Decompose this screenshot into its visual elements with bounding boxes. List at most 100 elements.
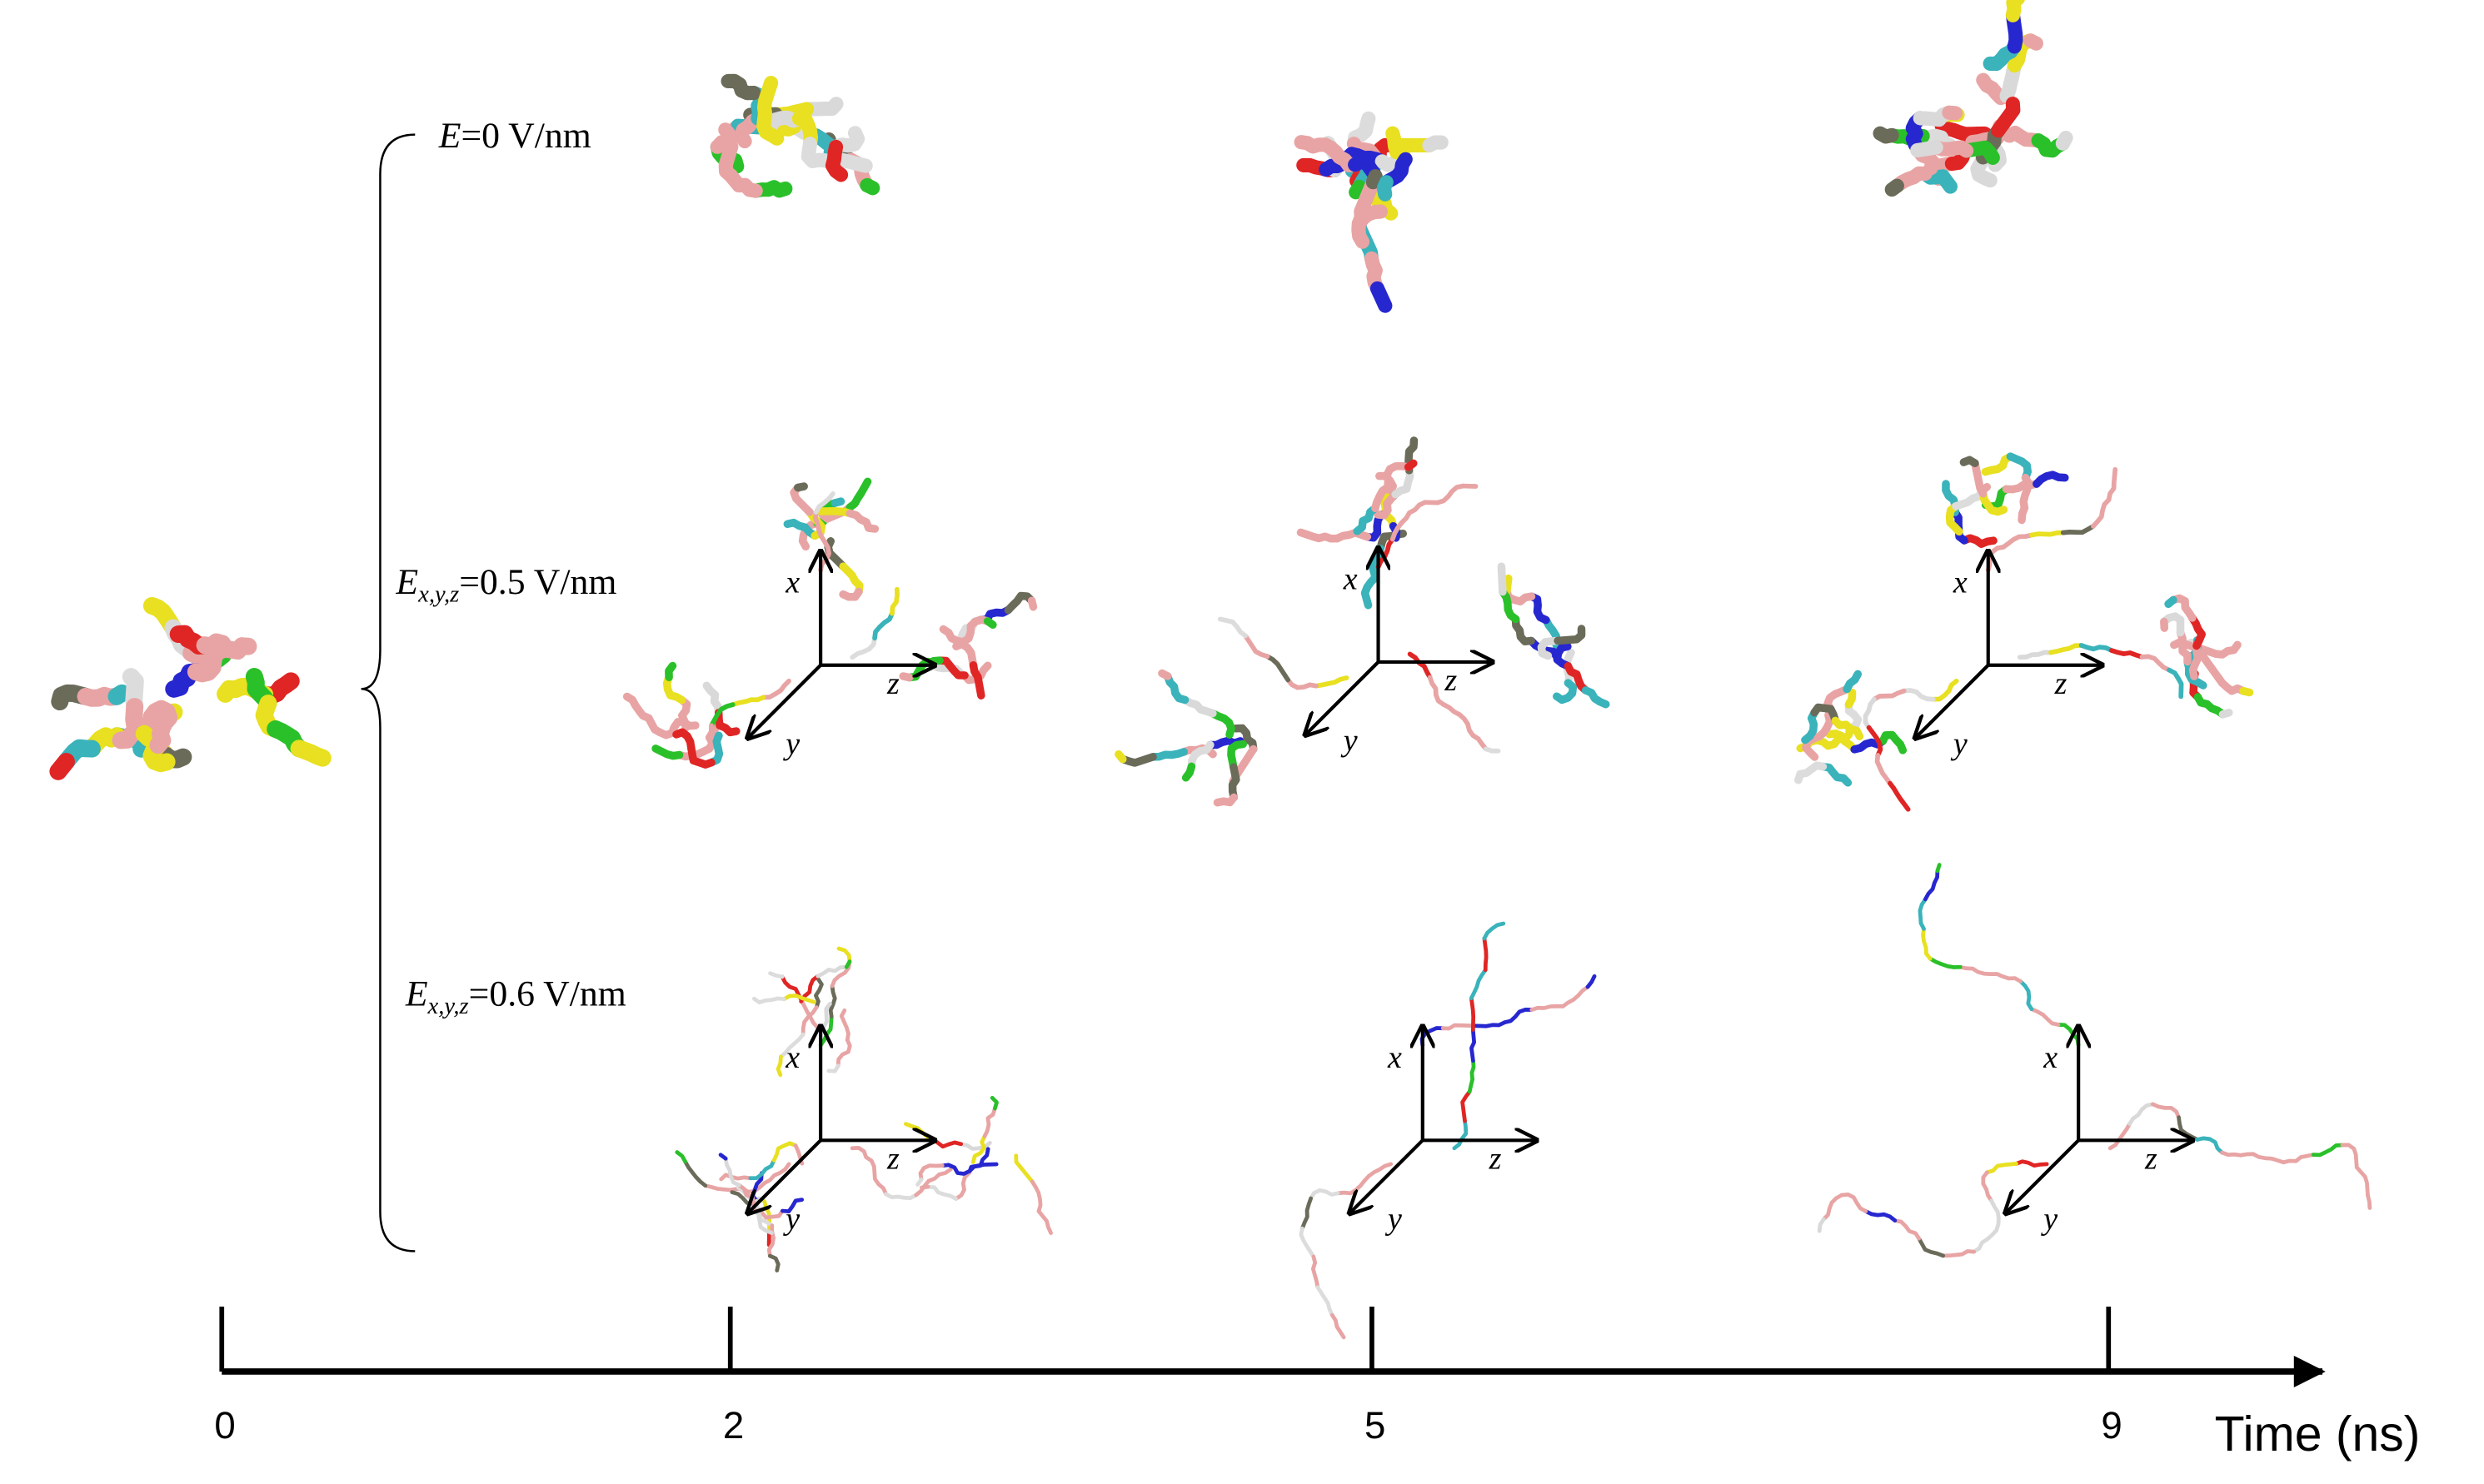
- ribbon-segment: [1581, 686, 1610, 709]
- ribbon-segment: [1469, 996, 1476, 1032]
- ribbon-segment: [1309, 1188, 1340, 1201]
- ribbon-segment: [1360, 573, 1379, 610]
- ribbon-segment: [1988, 972, 2023, 984]
- ribbon-segment: [1363, 510, 1385, 542]
- ribbon-segment: [142, 700, 178, 727]
- ribbon-segment: [1482, 921, 1506, 941]
- ribbon-segment: [1871, 688, 1907, 702]
- field-symbol: E: [405, 974, 428, 1014]
- ribbon-segment: [1187, 740, 1215, 771]
- ribbon-segment: [935, 656, 969, 680]
- ribbon-segment: [1497, 562, 1507, 596]
- ribbon-segment: [622, 692, 653, 723]
- ribbon-segment: [687, 744, 716, 769]
- ribbon-segment: [2029, 530, 2066, 538]
- ribbon-segment: [709, 702, 736, 729]
- ribbon-segment: [2055, 130, 2073, 151]
- ribbon-segment: [1314, 675, 1349, 689]
- ribbon-segment: [1863, 1209, 1898, 1223]
- ribbon-segment: [1978, 490, 2008, 516]
- axis-arrow: [1349, 1138, 1424, 1213]
- ribbon-segment: [1823, 724, 1854, 750]
- ribbon-segment: [939, 625, 973, 646]
- ribbon-segment: [1333, 528, 1372, 543]
- ribbon-segment: [828, 984, 837, 1019]
- ribbon-segment: [1158, 669, 1172, 680]
- ribbon-segment: [667, 718, 700, 738]
- ribbon-segment: [1794, 761, 1828, 784]
- ribbon-segment: [2340, 1143, 2359, 1170]
- ribbon-segment: [757, 76, 779, 121]
- ribbon-segment: [2251, 1152, 2286, 1165]
- axis-triad: x z y: [1349, 1026, 1536, 1237]
- ribbon-segment: [1296, 528, 1311, 539]
- ribbon-segment: [1918, 897, 1928, 931]
- time-tick-label: 9: [2101, 1404, 2122, 1447]
- ribbon-segment: [1818, 762, 1853, 787]
- ribbon-segment: [751, 996, 786, 1005]
- ribbon-segment: [1419, 1026, 1445, 1048]
- ribbon-segment: [1371, 476, 1393, 513]
- ribbon-segment: [2127, 1102, 2155, 1126]
- ribbon-segment: [1027, 596, 1038, 611]
- ribbon-segment: [1376, 175, 1394, 202]
- axis-triad: x z y: [748, 551, 935, 761]
- ribbon-segment: [1527, 592, 1550, 625]
- axis-label: z: [1444, 663, 1457, 698]
- ribbon-segment: [1917, 1236, 1946, 1258]
- time-tick-label: 2: [723, 1404, 744, 1447]
- field-symbol: E: [438, 116, 461, 156]
- ribbon-segment: [1585, 974, 1597, 989]
- ribbon-segment: [1264, 654, 1290, 683]
- ribbon-segment: [107, 684, 131, 705]
- ribbon-segment: [954, 1170, 971, 1201]
- ribbon-segment: [1374, 490, 1399, 520]
- condition-label: E=0 V/nm: [438, 116, 591, 156]
- ribbon-segment: [217, 680, 245, 703]
- ribbon-segment: [1004, 591, 1036, 615]
- ribbon-segment: [1843, 670, 1863, 694]
- time-tick-label: 5: [1364, 1404, 1385, 1447]
- ribbon-segment: [983, 617, 997, 630]
- ribbon-segment: [762, 1162, 791, 1186]
- ribbon-segment: [836, 946, 852, 964]
- ribbon-segment: [1243, 633, 1270, 660]
- ribbon-segment: [2354, 1165, 2370, 1198]
- ribbon-segment: [1469, 968, 1488, 1000]
- axis-arrow: [748, 664, 822, 738]
- ribbon-segment: [790, 483, 814, 516]
- ribbon-segment: [2193, 693, 2227, 719]
- axis-arrow: [748, 1138, 822, 1213]
- ribbon-segment: [1874, 753, 1893, 786]
- axis-label: x: [1387, 1040, 1402, 1075]
- ribbon-segment: [1821, 1193, 1844, 1222]
- ribbon-segment: [967, 1147, 990, 1173]
- protein-structures: [49, 0, 2372, 1340]
- ribbon-segment: [1888, 780, 1911, 812]
- ribbon-segment: [872, 610, 895, 641]
- ribbon-segment: [1863, 696, 1877, 730]
- ribbon-segment: [1981, 452, 2015, 476]
- ribbon-segment: [1553, 679, 1578, 705]
- ribbon-segment: [1299, 1226, 1316, 1259]
- ribbon-segment: [779, 1032, 806, 1059]
- ribbon-segment: [925, 1184, 958, 1201]
- ribbon-segment: [1991, 97, 2021, 138]
- axis-arrow: [1915, 664, 1990, 738]
- ribbon-segment: [1981, 1170, 1994, 1203]
- ribbon-segment: [1839, 1193, 1868, 1213]
- ribbon-segment: [766, 1223, 776, 1258]
- ribbon-segment: [1389, 510, 1412, 542]
- ribbon-segment: [1930, 678, 1959, 702]
- ribbon-segment: [719, 1173, 753, 1182]
- ribbon-segment: [1441, 702, 1470, 727]
- ribbon-segment: [2001, 532, 2034, 550]
- ribbon-segment: [2281, 1153, 2316, 1165]
- ribbon-segment: [825, 139, 849, 182]
- ribbon-segment: [1460, 1089, 1472, 1123]
- ribbon-segment: [1181, 762, 1196, 782]
- ribbon-segment: [1427, 675, 1446, 707]
- ribbon-segment: [768, 971, 785, 979]
- ribbon-segment: [1465, 721, 1489, 752]
